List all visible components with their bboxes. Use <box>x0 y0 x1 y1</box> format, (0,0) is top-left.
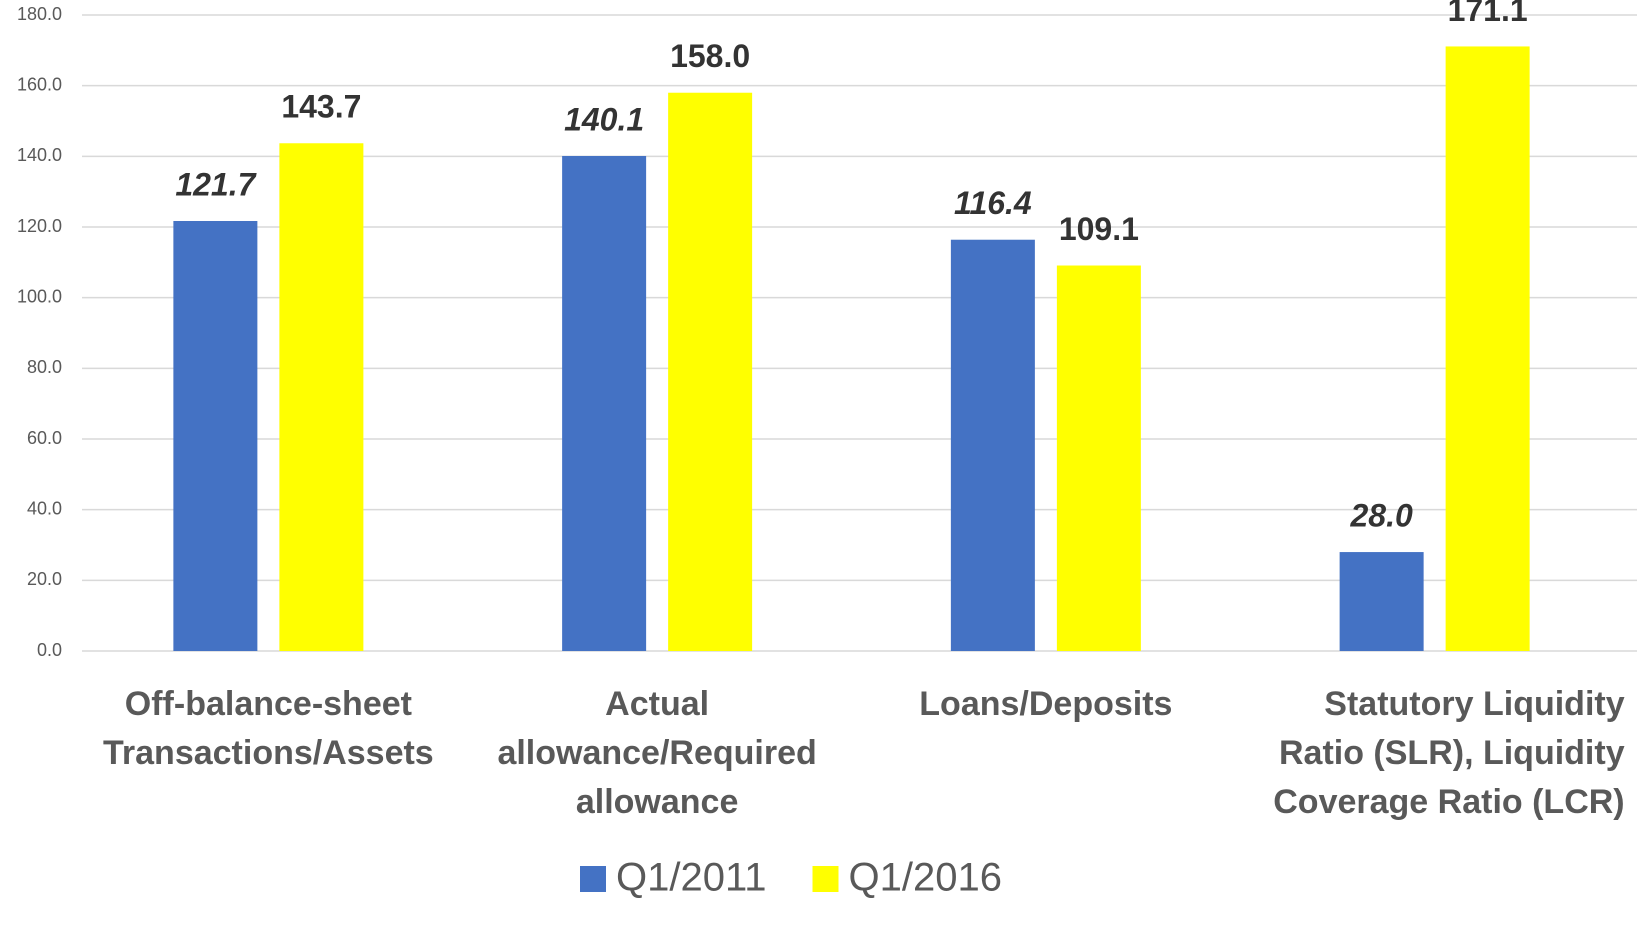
value-label: 109.1 <box>1059 211 1139 247</box>
value-label: 171.1 <box>1448 0 1528 28</box>
y-tick-label: 40.0 <box>27 498 62 518</box>
y-tick-label: 0.0 <box>37 640 62 660</box>
x-tick-label: Loans/Deposits <box>919 685 1173 723</box>
value-label: 158.0 <box>670 38 750 74</box>
y-tick-label: 20.0 <box>27 569 62 589</box>
bar <box>279 143 364 651</box>
legend-swatch <box>580 866 606 892</box>
y-tick-label: 100.0 <box>17 286 62 306</box>
y-tick-label: 180.0 <box>17 4 62 24</box>
x-tick-label: Statutory Liquidity Ratio (SLR), Liquidi… <box>1273 685 1625 821</box>
value-label: 116.4 <box>954 185 1032 221</box>
bar <box>1445 46 1530 652</box>
y-tick-label: 160.0 <box>17 74 62 94</box>
bar <box>950 239 1035 651</box>
bar <box>1056 265 1141 651</box>
legend-label: Q1/2016 <box>849 856 1002 900</box>
value-label: 143.7 <box>281 89 361 125</box>
y-tick-label: 120.0 <box>17 216 62 236</box>
x-tick-label: Actual allowance/Required allowance <box>497 685 817 821</box>
bar <box>562 155 647 652</box>
x-tick-label: Off-balance-sheet Transactions/Assets <box>103 685 434 772</box>
legend-label: Q1/2011 <box>616 856 767 900</box>
value-label: 28.0 <box>1349 498 1412 534</box>
y-tick-label: 140.0 <box>17 145 62 165</box>
bar <box>173 220 258 651</box>
value-label: 121.7 <box>175 166 257 202</box>
legend-swatch <box>812 866 839 892</box>
value-label: 140.1 <box>564 101 644 137</box>
y-tick-label: 80.0 <box>27 357 62 377</box>
y-tick-label: 60.0 <box>27 428 62 448</box>
bar <box>668 92 753 651</box>
bar <box>1339 552 1424 651</box>
